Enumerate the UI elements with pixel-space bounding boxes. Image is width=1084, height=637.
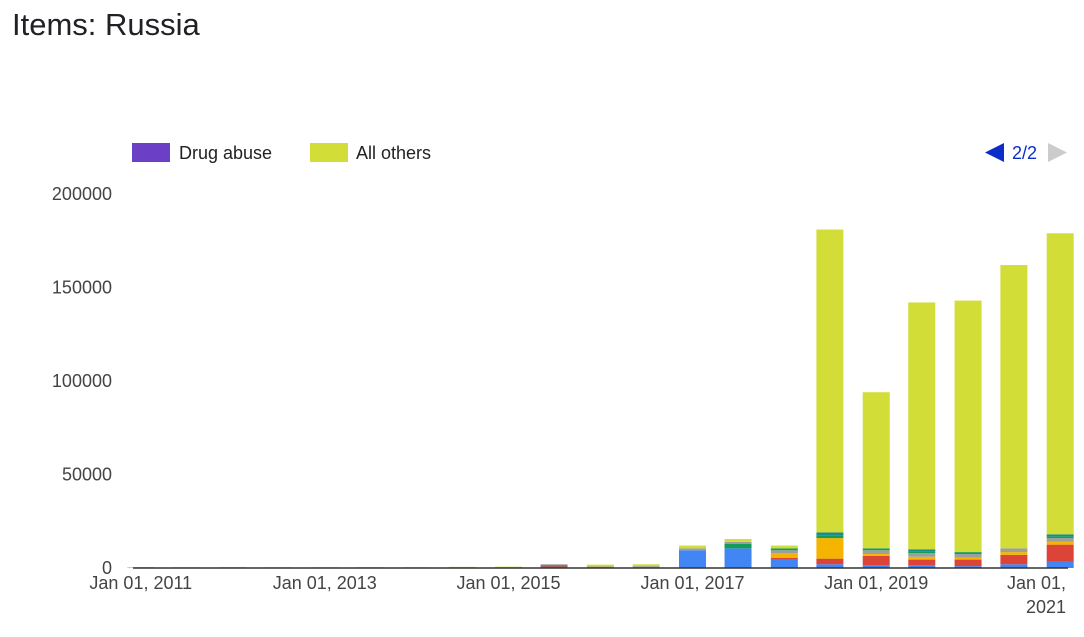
bar-segment-blue <box>1000 564 1028 568</box>
stacked-bar[interactable] <box>862 392 890 568</box>
bar-segment-others <box>816 229 844 533</box>
bar-segment-gray <box>770 550 798 554</box>
legend-prev-page-icon[interactable] <box>985 143 1004 162</box>
bar-segment-orange <box>954 557 982 560</box>
bar-segment-others <box>632 564 660 567</box>
bar-segment-orange <box>908 556 936 560</box>
legend-swatch-all-others <box>310 143 348 162</box>
bar-segment-gray <box>908 553 936 557</box>
bar-segment-green <box>954 552 982 554</box>
bar-segment-orange <box>1000 552 1028 555</box>
x-tick-label: Jan 01, 2017 <box>640 573 744 593</box>
bar-segment-others <box>586 564 614 567</box>
bar-segment-blue <box>908 565 936 568</box>
y-tick-label: 100000 <box>52 371 112 391</box>
bar-segment-others <box>908 302 936 550</box>
stacked-bar[interactable] <box>908 302 936 568</box>
stacked-bar[interactable] <box>678 545 706 568</box>
bar-segment-green <box>862 548 890 551</box>
bar-segment-orange <box>862 553 890 556</box>
bar-segment-red <box>770 557 798 560</box>
x-axis: Jan 01, 2011 Jan 01, 2013 Jan 01, 2015 Jan … <box>89 573 1066 617</box>
legend-next-page-icon <box>1048 143 1067 162</box>
bar-segment-blue <box>678 550 706 568</box>
bar-segment-orange <box>770 553 798 558</box>
bar-segment-red <box>954 559 982 567</box>
bar-segment-blue <box>954 566 982 568</box>
bar-segment-others <box>678 545 706 549</box>
bar-segment-red <box>1000 554 1028 565</box>
y-tick-label: 200000 <box>52 184 112 204</box>
bars <box>127 229 1074 569</box>
bar-segment-teal <box>908 549 936 552</box>
bar-segment-others <box>1046 233 1074 535</box>
bar-segment-gray <box>1000 548 1028 553</box>
bar-segment-green <box>1046 536 1074 539</box>
bar-segment-red <box>862 555 890 566</box>
bar-segment-green <box>816 535 844 539</box>
bar-segment-blue <box>816 564 844 568</box>
stacked-bar[interactable] <box>540 564 568 568</box>
stacked-bar[interactable] <box>770 545 798 568</box>
bar-segment-brown <box>540 565 568 568</box>
bar-segment-gray <box>862 550 890 554</box>
bar-segment-others <box>770 545 798 549</box>
legend-swatch-drug-abuse <box>132 143 170 162</box>
bar-segment-others <box>862 392 890 549</box>
bar-segment-green <box>724 543 752 549</box>
x-tick-label: Jan 01, 2011 <box>89 573 192 593</box>
bar-segment-red <box>816 558 844 565</box>
x-tick-label: Jan 01, 2019 <box>824 573 928 593</box>
bar-segment-gray <box>724 541 752 544</box>
stacked-bar[interactable] <box>1000 265 1028 568</box>
stacked-bar[interactable] <box>632 564 660 568</box>
legend-page-indicator: 2/2 <box>1012 143 1037 163</box>
bar-segment-teal <box>816 532 844 536</box>
y-tick-label: 50000 <box>62 465 112 485</box>
bar-segment-orange <box>816 538 844 559</box>
x-tick-label: Jan 01, 2013 <box>273 573 377 593</box>
bar-segment-gray <box>954 553 982 558</box>
page-title: Items: Russia <box>12 7 200 42</box>
bar-segment-gray <box>678 548 706 551</box>
y-axis: 0 50000 100000 150000 200000 <box>52 184 112 578</box>
x-tick-label: Jan 01, <box>1007 573 1066 593</box>
bar-segment-red <box>908 559 936 566</box>
bar-segment-gray <box>1046 538 1074 542</box>
bar-segment-blue <box>862 565 890 568</box>
bar-segment-others <box>724 539 752 542</box>
bar-segment-others <box>954 300 982 553</box>
y-tick-label: 0 <box>102 558 112 578</box>
stacked-bar[interactable] <box>954 300 982 568</box>
bar-segment-blue <box>724 548 752 568</box>
bar-segment-green <box>770 548 798 551</box>
bar-segment-gray <box>632 566 660 568</box>
bar-segment-others <box>1000 265 1028 549</box>
bar-segment-teal <box>1046 534 1074 537</box>
legend: Drug abuse All others 2/2 <box>132 143 1067 163</box>
bar-segment-blue <box>1046 561 1074 568</box>
stacked-bar[interactable] <box>1046 233 1074 568</box>
x-tick-label: Jan 01, 2015 <box>456 573 560 593</box>
bar-segment-red <box>1046 544 1074 562</box>
legend-label-all-others: All others <box>356 143 431 163</box>
bar-segment-green <box>908 551 936 554</box>
legend-label-drug-abuse: Drug abuse <box>179 143 272 163</box>
stacked-bar[interactable] <box>724 539 752 568</box>
bar-segment-blue <box>770 559 798 568</box>
bar-segment-gray <box>540 564 568 566</box>
stacked-bar[interactable] <box>816 229 844 568</box>
y-tick-label: 150000 <box>52 278 112 298</box>
x-tick-label-continuation: 2021 <box>1026 597 1066 617</box>
bar-segment-orange <box>1046 541 1074 545</box>
